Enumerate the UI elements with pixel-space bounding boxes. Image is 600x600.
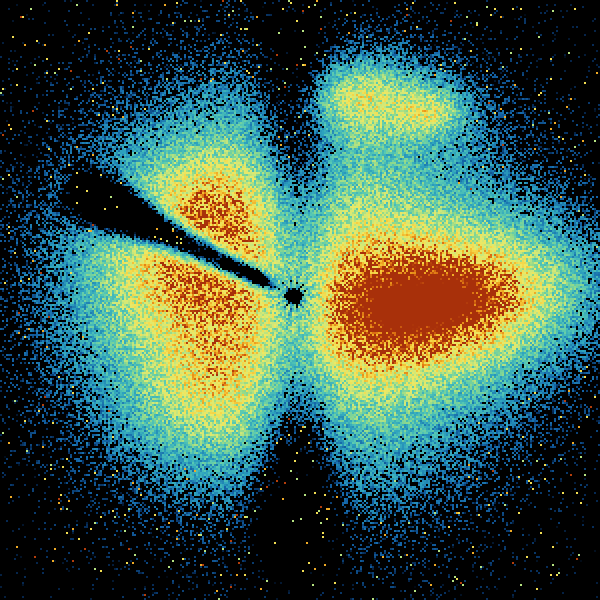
false-color-heatmap-canvas	[0, 0, 600, 600]
intensity-map-figure: False-color intensity map of a diffuse c…	[0, 0, 600, 600]
